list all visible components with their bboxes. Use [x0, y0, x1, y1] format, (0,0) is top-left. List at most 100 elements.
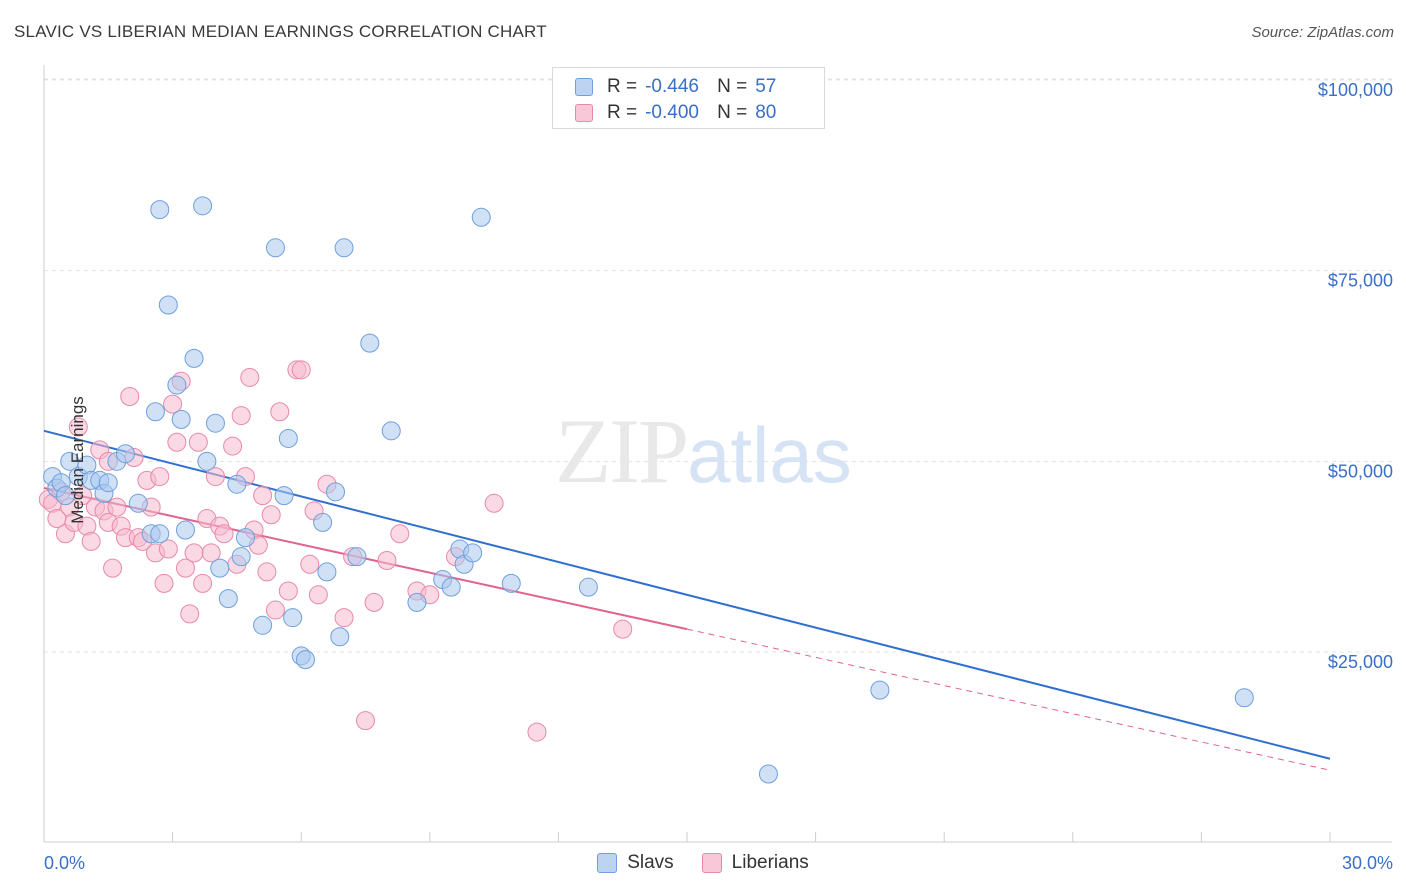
slavs-point — [231, 547, 251, 567]
liberians-point — [214, 524, 234, 544]
liberians-point — [300, 554, 320, 574]
slavs-point — [463, 543, 483, 563]
liberians-point — [201, 543, 221, 563]
liberians-point — [308, 585, 328, 605]
y-tick-label: $25,000 — [1328, 652, 1393, 672]
x-tick-label: 30.0% — [1342, 853, 1393, 873]
liberians-point — [120, 387, 140, 407]
slavs-legend-swatch — [597, 853, 618, 873]
liberians-point — [180, 604, 200, 624]
legend-row-slavs: R = -0.446 N = 57 — [575, 75, 776, 99]
slavs-point — [347, 547, 367, 567]
slavs-point — [145, 402, 165, 422]
liberians-point — [253, 486, 273, 506]
legend-label-slavs: Slavs — [627, 852, 674, 873]
x-tick-label: 0.0% — [44, 853, 85, 873]
slavs-point — [313, 512, 333, 532]
liberians-point — [265, 600, 285, 620]
slavs-point — [150, 524, 170, 544]
legend-item-liberians[interactable]: Liberians — [701, 852, 809, 874]
r-label: R = — [607, 102, 638, 123]
slavs-point — [128, 493, 148, 513]
slavs-point — [283, 608, 303, 628]
slavs-point — [171, 409, 191, 429]
n-label: N = — [717, 102, 748, 123]
correlation-legend: R = -0.446 N = 57 R = -0.400 N = 80 — [552, 67, 825, 129]
source-label: Source: ZipAtlas.com — [1251, 24, 1394, 41]
data-points — [38, 196, 1254, 784]
liberians-point — [150, 467, 170, 487]
liberians-point — [154, 573, 174, 593]
chart-title: SLAVIC VS LIBERIAN MEDIAN EARNINGS CORRE… — [14, 22, 547, 41]
y-axis-label: Median Earnings — [67, 396, 87, 524]
liberians-point — [364, 592, 384, 612]
slavs-point — [325, 482, 345, 502]
liberians-point — [257, 562, 277, 582]
liberians-point — [163, 394, 183, 414]
slavs-point — [407, 592, 427, 612]
slavs-point — [295, 650, 315, 670]
liberians-point — [390, 524, 410, 544]
slavs-point — [150, 200, 170, 220]
slavs-swatch — [575, 78, 593, 96]
slavs-point — [330, 627, 350, 647]
slavs-point — [360, 333, 380, 353]
liberians-point — [527, 722, 547, 742]
slavs-point — [278, 428, 298, 448]
liberians-point — [184, 543, 204, 563]
liberians-point — [291, 360, 311, 380]
y-tick-labels: $25,000 $50,000 $75,000 $100,000 — [1318, 80, 1393, 672]
liberians-point — [377, 550, 397, 570]
slavs-point — [381, 421, 401, 441]
n-value: 80 — [755, 102, 777, 123]
y-tick-label: $75,000 — [1328, 271, 1393, 291]
r-label: R = — [607, 76, 638, 97]
liberians-point — [240, 367, 260, 387]
liberians-point — [81, 531, 101, 551]
legend-item-slavs[interactable]: Slavs — [597, 852, 674, 874]
n-label: N = — [717, 76, 748, 97]
slavs-point — [253, 615, 273, 635]
liberians-legend-swatch — [701, 853, 722, 873]
slavs-point — [265, 238, 285, 258]
slavs-trend-line — [43, 429, 1331, 760]
slavs-point — [1234, 688, 1254, 708]
slavs-point — [334, 238, 354, 258]
liberians-point — [278, 581, 298, 601]
liberians-point — [356, 711, 375, 731]
slavs-point — [758, 764, 778, 784]
y-tick-label: $100,000 — [1318, 80, 1393, 100]
slavs-point — [158, 295, 178, 315]
liberians-point — [484, 493, 504, 513]
liberians-point — [205, 467, 225, 487]
slavs-point — [210, 558, 230, 578]
liberians-point — [68, 417, 88, 437]
slavs-point — [55, 486, 75, 506]
x-tick-labels: 0.0% 30.0% — [44, 853, 1393, 873]
slavs-point — [317, 562, 337, 582]
slavs-point — [578, 577, 598, 597]
watermark: ZIPatlas — [555, 400, 852, 502]
slavs-point — [501, 573, 521, 593]
slavs-point — [175, 520, 195, 540]
liberians-point — [175, 558, 195, 578]
r-value: -0.400 — [645, 102, 699, 123]
slavs-point — [205, 413, 225, 433]
liberians-swatch — [575, 104, 593, 122]
liberians-point — [334, 608, 354, 628]
slavs-point — [870, 680, 890, 700]
axes — [43, 65, 1392, 843]
liberians-point — [167, 432, 187, 452]
legend-label-liberians: Liberians — [731, 852, 809, 873]
liberians-point — [261, 505, 281, 525]
slavs-point — [115, 444, 135, 464]
legend-row-liberians: R = -0.400 N = 80 — [575, 101, 776, 125]
slavs-point — [218, 589, 238, 609]
liberians-point — [103, 558, 123, 578]
liberians-point — [613, 619, 633, 639]
slavs-point — [167, 375, 187, 395]
liberians-point — [158, 539, 178, 559]
slavs-point — [98, 473, 118, 493]
liberians-point — [107, 497, 127, 517]
